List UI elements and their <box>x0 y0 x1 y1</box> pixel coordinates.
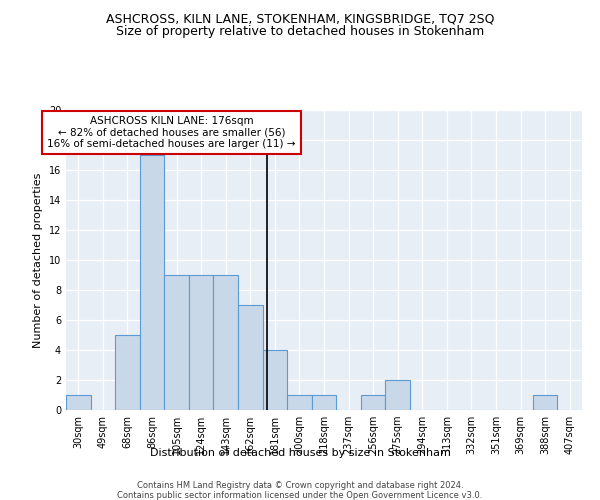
Bar <box>238 305 263 410</box>
Bar <box>287 395 312 410</box>
Bar <box>533 395 557 410</box>
Bar <box>189 275 214 410</box>
Y-axis label: Number of detached properties: Number of detached properties <box>33 172 43 348</box>
Bar <box>115 335 140 410</box>
Bar <box>263 350 287 410</box>
Text: Contains public sector information licensed under the Open Government Licence v3: Contains public sector information licen… <box>118 491 482 500</box>
Text: Size of property relative to detached houses in Stokenham: Size of property relative to detached ho… <box>116 25 484 38</box>
Bar <box>214 275 238 410</box>
Text: Contains HM Land Registry data © Crown copyright and database right 2024.: Contains HM Land Registry data © Crown c… <box>137 481 463 490</box>
Bar <box>66 395 91 410</box>
Text: ASHCROSS KILN LANE: 176sqm
← 82% of detached houses are smaller (56)
16% of semi: ASHCROSS KILN LANE: 176sqm ← 82% of deta… <box>47 116 296 149</box>
Bar <box>312 395 336 410</box>
Bar <box>164 275 189 410</box>
Text: Distribution of detached houses by size in Stokenham: Distribution of detached houses by size … <box>149 448 451 458</box>
Bar <box>361 395 385 410</box>
Text: ASHCROSS, KILN LANE, STOKENHAM, KINGSBRIDGE, TQ7 2SQ: ASHCROSS, KILN LANE, STOKENHAM, KINGSBRI… <box>106 12 494 26</box>
Bar <box>385 380 410 410</box>
Bar <box>140 155 164 410</box>
